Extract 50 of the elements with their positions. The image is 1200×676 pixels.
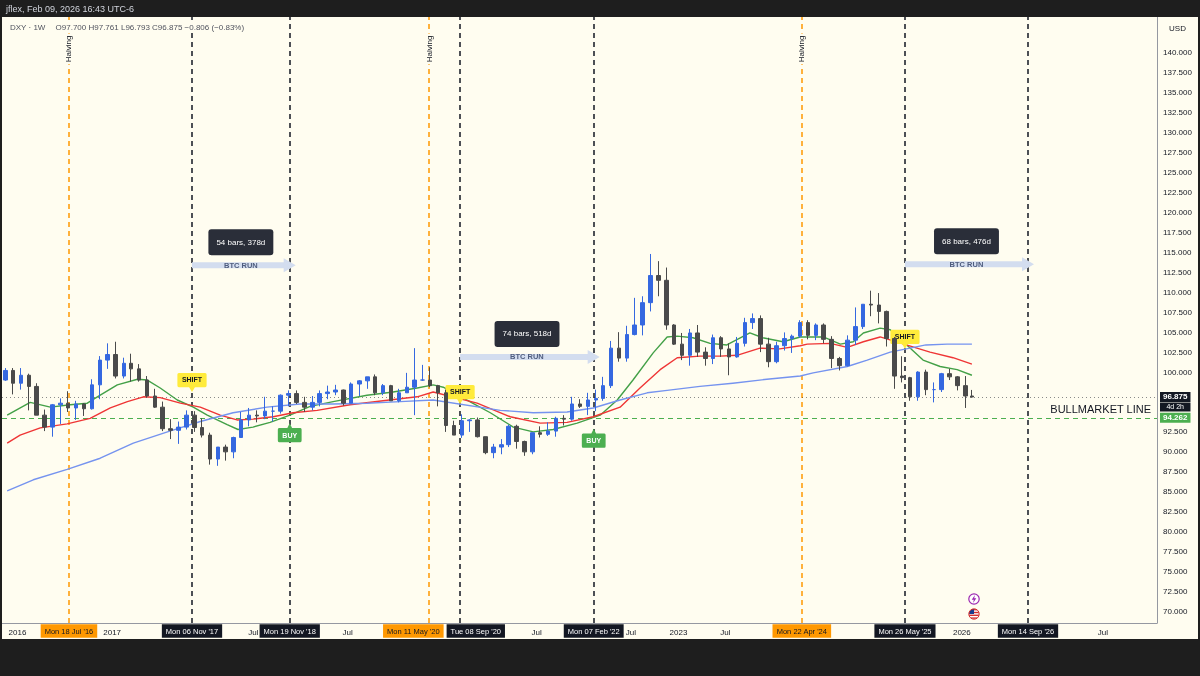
text: DXY · 1W [10, 22, 46, 32]
y-tick-label: 122.500 [1163, 188, 1193, 198]
y-tick-label: 87.500 [1163, 467, 1189, 477]
annotation: Halving [797, 35, 807, 63]
y-tick-label: 112.500 [1163, 267, 1192, 277]
y-tick-label: 137.500 [1163, 68, 1193, 78]
y-tick-label: 132.500 [1163, 108, 1193, 118]
y-tick-label: 96.875 [1163, 392, 1189, 402]
y-axis-title: USD [1169, 23, 1187, 33]
x-tick-label: Jul [1097, 627, 1109, 637]
y-tick-label: 75.000 [1163, 567, 1189, 577]
annotation: Halving [64, 35, 74, 63]
y-tick-label: 94.262 [1163, 413, 1189, 423]
y-tick-label: 80.000 [1163, 527, 1189, 537]
y-tick-label: 92.500 [1163, 427, 1189, 437]
y-tick-label: 107.500 [1163, 307, 1193, 317]
y-tick-label: 72.500 [1163, 586, 1189, 596]
y-tick-label: 105.000 [1163, 327, 1193, 337]
y-tick-label: 117.500 [1163, 227, 1192, 237]
annotation: 74 bars, 518d [502, 329, 552, 339]
x-tick-label: Jul [342, 627, 353, 637]
annotation: Halving [424, 35, 434, 63]
x-tick-label: Jul [248, 627, 259, 637]
y-tick-label: 125.000 [1163, 168, 1193, 178]
y-tick-label: 120.000 [1163, 207, 1193, 217]
text: O97.700 H97.761 L96.793 C96.875 −0.806 (−0.83%) [55, 22, 245, 32]
x-tick-label: 2017 [103, 627, 122, 637]
y-tick-label: 140.000 [1163, 48, 1193, 58]
y-tick-label: 102.500 [1163, 347, 1193, 357]
ref-line-label: BULLMARKET LINE [1050, 403, 1151, 416]
annotation: 68 bars, 476d [942, 236, 991, 246]
y-tick-label: 127.500 [1163, 148, 1193, 158]
x-tick-label: Jul [531, 627, 542, 637]
y-tick-label: 135.000 [1163, 88, 1193, 98]
y-tick-label: 130.000 [1163, 128, 1193, 138]
y-tick-label: 82.500 [1163, 507, 1189, 517]
x-tick-label: Jul [720, 627, 731, 637]
y-tick-label: 100.000 [1163, 367, 1193, 377]
text: jflex, Feb 09, 2026 16:43 UTC-6 [6, 3, 135, 16]
y-tick-label: 110.000 [1163, 287, 1192, 297]
y-tick-label: 70.000 [1163, 606, 1189, 616]
x-tick-label: 2016 [8, 627, 27, 637]
x-tick-label: 2023 [669, 627, 688, 637]
y-tick-label: 85.000 [1163, 487, 1189, 497]
annotation: 54 bars, 378d [216, 237, 266, 247]
y-tick-label: 77.500 [1163, 547, 1189, 557]
y-tick-label: 115.000 [1163, 247, 1192, 257]
y-tick-label: 90.000 [1163, 447, 1189, 457]
x-tick-label: Jul [625, 627, 637, 637]
x-tick-label: 2026 [952, 627, 972, 637]
